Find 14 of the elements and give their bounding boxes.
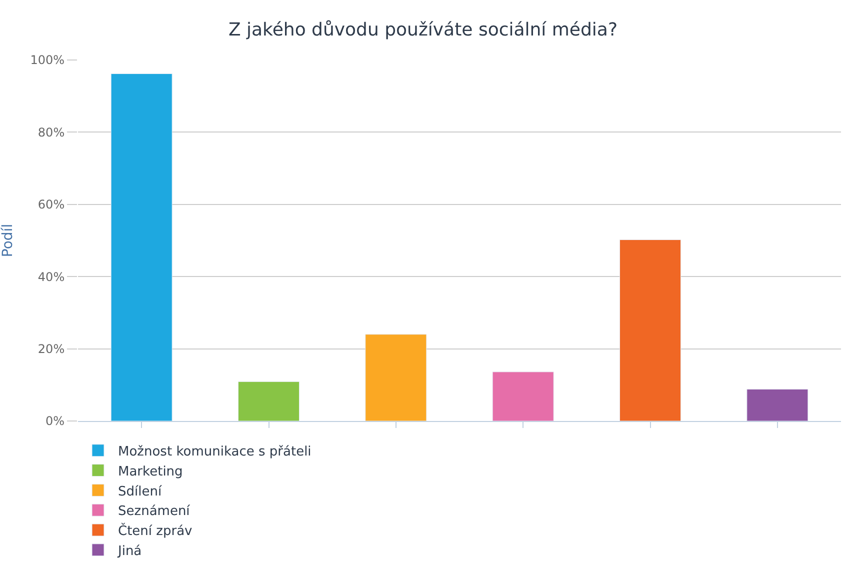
y-tick-label: 60% <box>38 198 65 212</box>
legend-label: Možnost komunikace s přáteli <box>118 444 312 460</box>
legend-label: Jiná <box>117 544 142 559</box>
y-tick-label: 0% <box>46 414 65 428</box>
y-axis-title: Podíl <box>0 224 16 258</box>
chart-title: Z jakého důvodu používáte sociální média? <box>228 19 618 40</box>
legend-label: Seznámení <box>118 504 190 520</box>
y-tick-label: 20% <box>38 342 65 356</box>
y-tick-label: 40% <box>38 270 65 284</box>
y-tick-label: 80% <box>38 125 65 140</box>
legend-label: Marketing <box>118 464 183 480</box>
y-tick-label: 100% <box>30 53 65 68</box>
legend-label: Čtení zpráv <box>118 522 193 540</box>
legend-label: Sdílení <box>118 484 162 500</box>
